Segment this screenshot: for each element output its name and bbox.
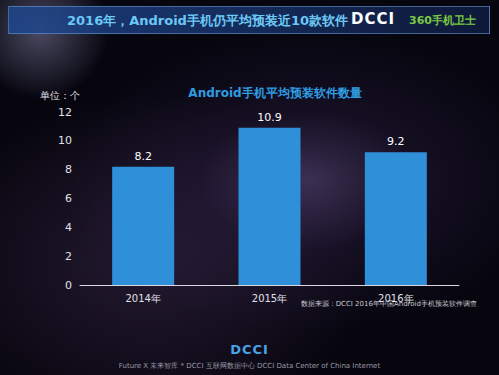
html-text:Future X 未来智库 * DCCI 互联网数据中心 D: Future X 未来智库 * DCCI 互联网数据中心 DCCI Data C… (118, 362, 381, 370)
svg-text:2014年: 2014年 (125, 293, 160, 304)
svg-text:8: 8 (65, 163, 72, 176)
svg-text:12: 12 (58, 106, 72, 119)
svg-text:2016年: 2016年 (378, 293, 413, 304)
html-text:2016年，Android手机仍平均预装近10款软件 DCC: 2016年，Android手机仍平均预装近10款软件 DCCI (67, 10, 396, 28)
svg-text:10.9: 10.9 (257, 111, 282, 124)
svg-text:9.2: 9.2 (387, 135, 405, 148)
html-text:360手机卫士: 360手机卫士 (409, 14, 476, 27)
svg-text:6: 6 (65, 192, 72, 205)
svg-text:单位：个: 单位：个 (40, 90, 80, 101)
svg-text:8.2: 8.2 (134, 150, 152, 163)
svg-text:10: 10 (58, 134, 72, 147)
svg-text:Android手机平均预装软件数量: Android手机平均预装软件数量 (188, 86, 361, 100)
svg-text:0: 0 (65, 279, 72, 292)
svg-text:数据来源：DCCI 2016年中国Android手机预装软件: 数据来源：DCCI 2016年中国Android手机预装软件调查 (300, 299, 477, 308)
svg-text:2015年: 2015年 (252, 293, 287, 304)
svg-text:2: 2 (65, 250, 72, 263)
svg-text:4: 4 (65, 221, 72, 234)
html-text:DCCI: DCCI (230, 342, 269, 357)
